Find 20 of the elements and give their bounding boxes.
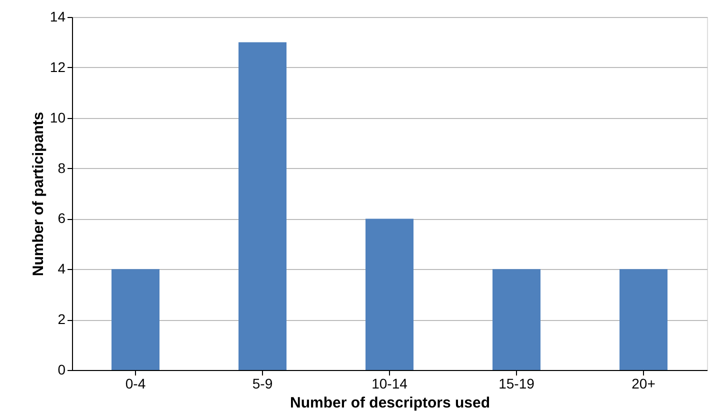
y-tick-label: 4: [58, 260, 66, 277]
bar: [366, 218, 414, 370]
bar: [620, 269, 668, 370]
y-tick-label: 2: [58, 311, 66, 328]
y-axis-title: Number of participants: [30, 112, 47, 276]
y-tick-label: 14: [50, 8, 66, 24]
y-tick-label: 6: [58, 210, 66, 226]
y-tick-label: 10: [50, 109, 66, 126]
bar: [492, 269, 540, 370]
y-tick-label: 8: [58, 160, 66, 176]
x-tick-label: 15-19: [498, 376, 535, 392]
y-tick-label: 0: [58, 362, 66, 378]
x-axis-title: Number of descriptors used: [290, 394, 490, 412]
bar: [238, 42, 286, 370]
x-tick-label: 10-14: [372, 376, 408, 392]
x-tick-label: 0-4: [125, 376, 146, 392]
bar: [112, 269, 160, 370]
x-tick-label: 20+: [632, 376, 656, 392]
x-tick-label: 5-9: [252, 376, 273, 392]
y-tick-label: 12: [50, 58, 66, 75]
